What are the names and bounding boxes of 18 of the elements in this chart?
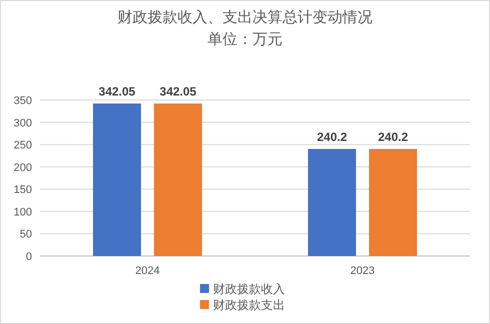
y-tick-label: 250: [14, 140, 32, 152]
chart-subtitle: 单位：万元: [208, 31, 282, 48]
x-tick-label: 2024: [135, 265, 160, 277]
data-label: 240.2: [316, 130, 348, 144]
data-label: 342.05: [160, 84, 197, 99]
x-tick-label: 2023: [350, 265, 375, 277]
y-tick-label: 100: [14, 206, 32, 218]
legend-label: 财政拨款收入: [213, 282, 285, 296]
legend-label: 财政拨款支出: [213, 298, 285, 312]
y-tick-label: 50: [20, 228, 32, 241]
data-label: 240.2: [378, 130, 408, 144]
y-tick-label: 350: [14, 95, 32, 107]
chart-title: 财政拨款收入、支出决算总计变动情况: [118, 9, 372, 26]
y-tick-label: 300: [14, 117, 32, 130]
data-label: 342.05: [98, 84, 136, 99]
y-tick-label: 200: [14, 162, 32, 174]
y-tick-label: 0: [26, 251, 32, 263]
y-tick-label: 150: [14, 184, 32, 196]
